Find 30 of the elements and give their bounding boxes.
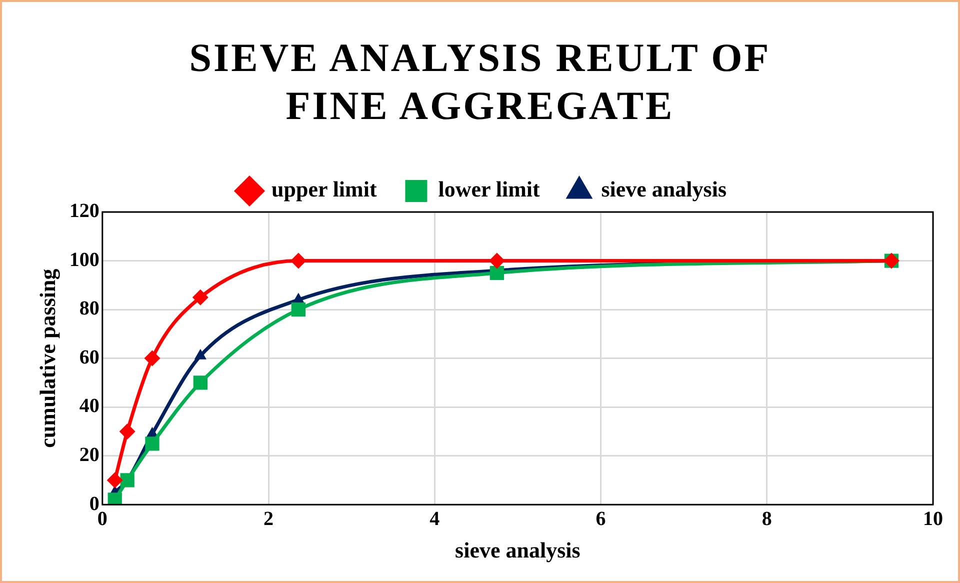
x-tick-label: 8 (762, 508, 772, 530)
point (193, 376, 208, 390)
point (490, 266, 504, 280)
y-tick-label: 20 (79, 444, 100, 466)
point (120, 473, 134, 488)
y-tick-label: 0 (89, 492, 100, 515)
point (144, 350, 160, 366)
y-tick-label: 80 (79, 298, 100, 320)
point (291, 302, 306, 317)
legend-label: lower limit (438, 176, 541, 202)
legend-label: sieve analysis (601, 176, 727, 202)
legend-label: upper limit (271, 176, 378, 202)
x-axis-title: sieve analysis (455, 537, 581, 562)
y-axis-title: cumulative passing (34, 268, 60, 448)
y-tick-label: 100 (69, 248, 100, 271)
point (290, 252, 306, 269)
y-tick-label: 40 (79, 395, 100, 418)
chart-title: SIEVE ANALYSIS REULT OF FINE AGGREGATE (188, 34, 772, 130)
y-tick-label: 60 (79, 346, 100, 368)
x-tick-label: 2 (264, 508, 274, 530)
x-tick-label: 6 (596, 508, 606, 530)
point (108, 492, 122, 505)
y-tick-label: 120 (69, 200, 100, 222)
point (119, 423, 136, 440)
point (192, 289, 208, 306)
x-tick-label: 4 (430, 508, 440, 530)
point (106, 472, 123, 488)
x-tick-label: 10 (923, 508, 943, 530)
point (488, 252, 505, 269)
point (145, 436, 160, 451)
